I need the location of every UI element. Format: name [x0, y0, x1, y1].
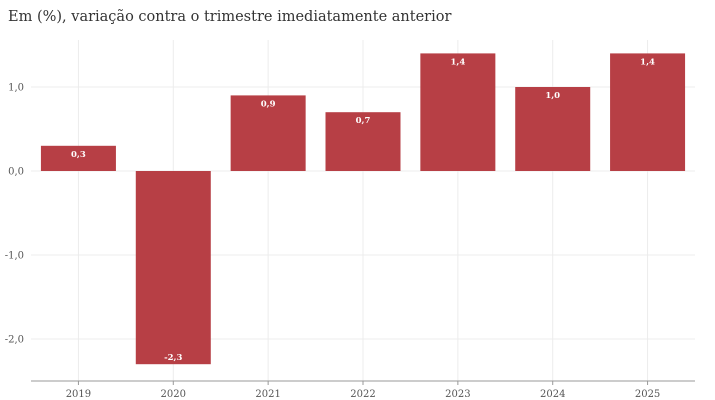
axis-layer [31, 380, 695, 385]
data-label-2020: -2,3 [164, 353, 182, 363]
bar-2021 [230, 95, 306, 171]
bar-2020 [135, 171, 211, 365]
x-tick-label-2020: 2020 [161, 389, 186, 400]
data-label-2022: 0,7 [356, 116, 371, 126]
labels-layer: 1,0 0,0 -1,0 -2,0 0,3 2019 -2,3 2020 0,9 2021 0,7 2… [5, 57, 661, 400]
data-label-2023: 1,4 [450, 57, 465, 67]
bar-2025 [610, 53, 686, 171]
data-label-2021: 0,9 [261, 99, 276, 109]
bar-2024 [515, 87, 591, 171]
bars-layer [40, 53, 686, 365]
bar-2019 [40, 145, 116, 171]
x-tick-label-2022: 2022 [350, 389, 375, 400]
x-tick-label-2019: 2019 [66, 389, 91, 400]
y-tick-label: -2,0 [5, 335, 24, 346]
chart-subtitle: Em (%), variação contra o trimestre imed… [8, 9, 452, 25]
y-tick-label: 1,0 [8, 83, 24, 94]
grid-layer [31, 40, 695, 381]
data-label-2024: 1,0 [545, 91, 560, 101]
x-tick-label-2023: 2023 [445, 389, 470, 400]
data-label-2019: 0,3 [71, 150, 86, 160]
y-tick-label: 0,0 [8, 167, 24, 178]
bar-2023 [420, 53, 496, 171]
x-tick-label-2025: 2025 [635, 389, 660, 400]
data-label-2025: 1,4 [640, 57, 655, 67]
bar-2022 [325, 112, 401, 171]
x-tick-label-2021: 2021 [255, 389, 280, 400]
y-tick-label: -1,0 [5, 251, 24, 262]
x-tick-label-2024: 2024 [540, 389, 565, 400]
